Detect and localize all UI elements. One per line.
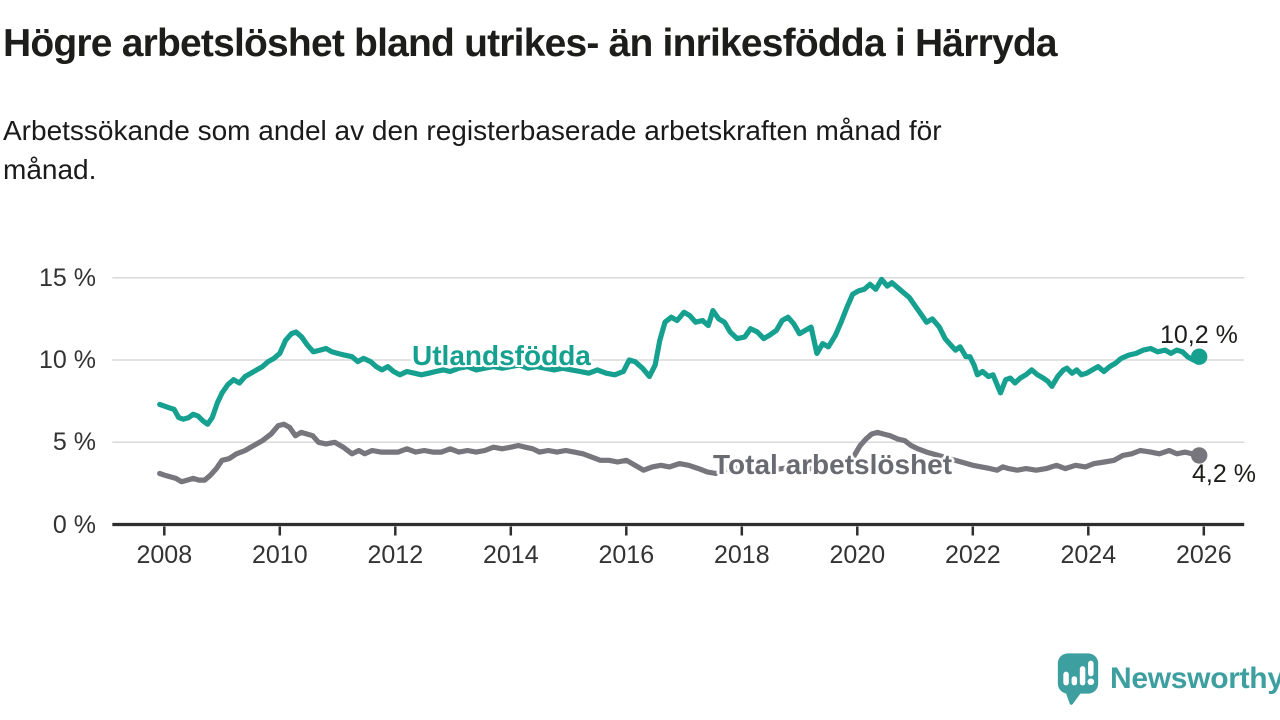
end-value-label-total: 4,2 % xyxy=(1192,460,1256,488)
series-line-0 xyxy=(157,276,1202,427)
newsworthy-logo: Newsworthy xyxy=(1056,651,1280,707)
series-end-dot-0 xyxy=(1190,348,1208,365)
x-tick-label: 2012 xyxy=(367,541,424,569)
x-tick-label: 2024 xyxy=(1060,541,1117,569)
x-tick-label: 2020 xyxy=(829,541,886,569)
series-line-1 xyxy=(157,421,1202,485)
y-tick-label: 15 % xyxy=(39,263,96,292)
x-tick-label: 2022 xyxy=(944,541,1001,569)
page-subtitle: Arbetssökande som andel av den registerb… xyxy=(3,115,942,185)
y-tick-label: 5 % xyxy=(52,428,96,457)
newsworthy-speech-bubble-chart-icon xyxy=(1057,653,1099,705)
y-tick-label: 10 % xyxy=(39,346,96,374)
x-tick-label: 2016 xyxy=(598,541,655,569)
series-label-total-arbetsloshet: Total arbetslöshet xyxy=(713,449,953,480)
x-tick-label: 2014 xyxy=(482,541,539,569)
y-tick-label: 0 % xyxy=(52,510,96,539)
x-tick-label: 2008 xyxy=(136,541,193,569)
end-value-label-utlandsfodda: 10,2 % xyxy=(1160,321,1238,349)
x-tick-label: 2010 xyxy=(251,541,308,569)
page-title: Högre arbetslöshet bland utrikes- än inr… xyxy=(3,22,1058,65)
newsworthy-logo-text: Newsworthy xyxy=(1110,662,1280,695)
x-tick-label: 2026 xyxy=(1175,541,1232,569)
series-label-utlandsfodda: Utlandsfödda xyxy=(412,340,591,371)
x-tick-label: 2018 xyxy=(713,541,770,569)
